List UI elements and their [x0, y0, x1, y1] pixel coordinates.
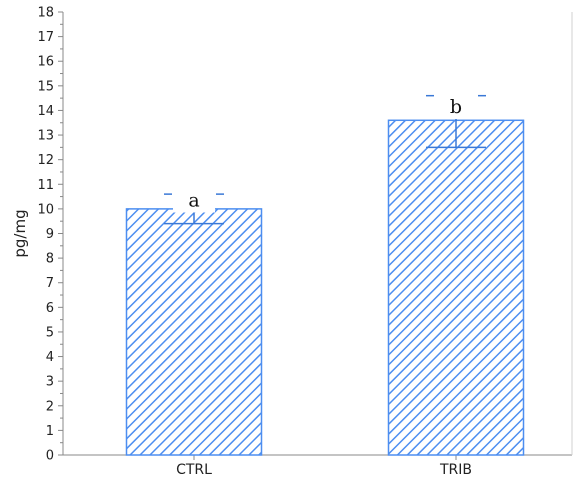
x-tick-label-trib: TRIB [439, 462, 472, 478]
labels: 0123456789101112131415161718pg/mgaCTRLbT… [11, 6, 477, 478]
y-tick-label: 15 [37, 79, 54, 94]
y-tick-label: 8 [46, 252, 54, 267]
y-axis-title: pg/mg [11, 209, 29, 257]
y-tick-label: 17 [37, 30, 54, 45]
y-tick-label: 16 [37, 55, 54, 70]
significance-label-bg [173, 186, 215, 213]
y-tick-label: 2 [46, 399, 54, 414]
y-tick-label: 13 [37, 129, 54, 144]
y-tick-label: 9 [46, 227, 54, 242]
y-tick-label: 18 [37, 6, 54, 21]
y-tick-label: 5 [46, 325, 54, 340]
bar-trib [387, 119, 525, 456]
y-tick-label: 10 [37, 202, 54, 217]
y-tick-label: 12 [37, 153, 54, 168]
significance-label: a [188, 190, 199, 212]
y-tick-label: 14 [37, 104, 54, 119]
significance-label: b [450, 96, 462, 118]
y-tick-label: 4 [46, 350, 54, 365]
y-tick-label: 11 [37, 178, 54, 193]
x-tick-label-ctrl: CTRL [176, 462, 212, 478]
bars [125, 94, 525, 456]
y-tick-label: 0 [46, 449, 54, 464]
y-tick-label: 3 [46, 375, 54, 390]
y-tick-label: 6 [46, 301, 54, 316]
bar-ctrl [125, 208, 263, 456]
y-tick-label: 1 [46, 424, 54, 439]
y-tick-label: 7 [46, 276, 54, 291]
significance-label-bg [435, 92, 477, 119]
